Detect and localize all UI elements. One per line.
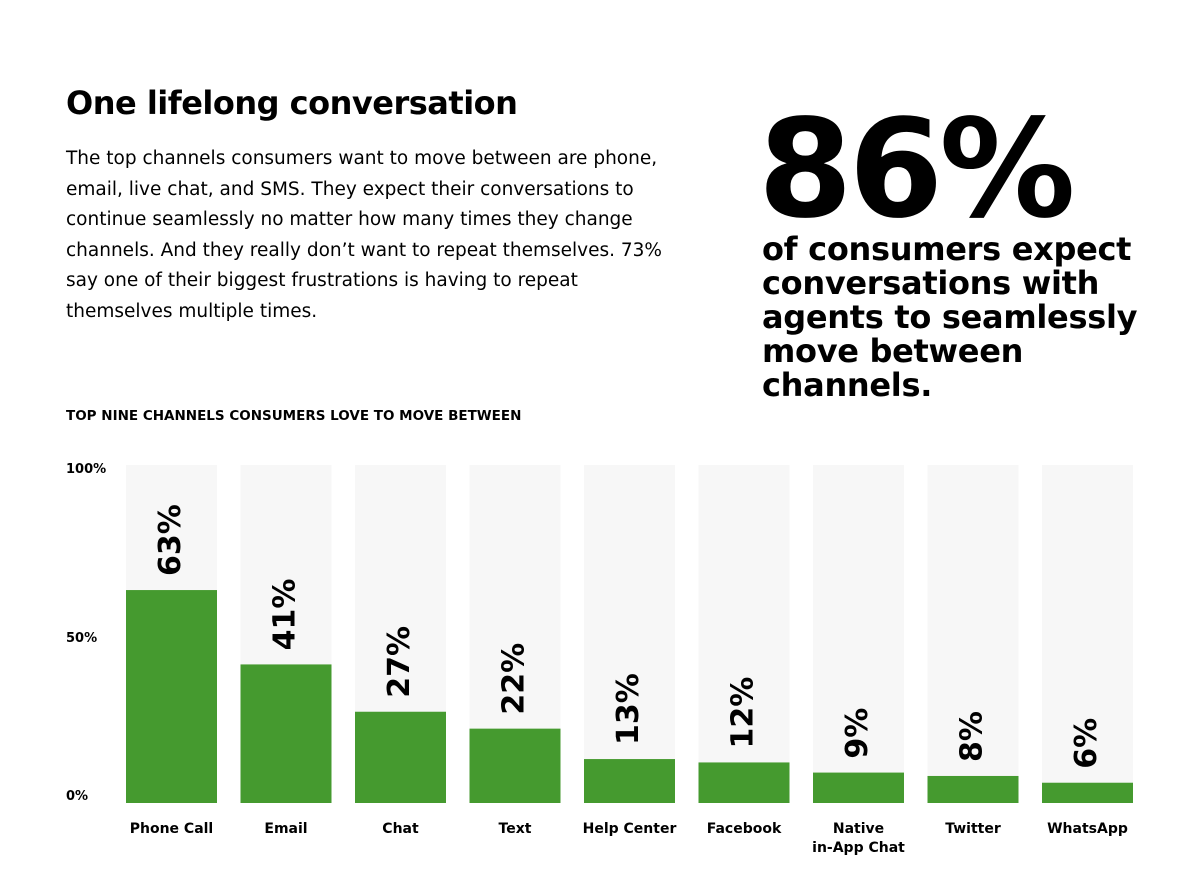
bar — [126, 590, 217, 803]
x-tick-label: Email — [264, 821, 308, 837]
value-label: 27% — [382, 626, 417, 698]
x-tick-label: Native in-App Chat — [812, 821, 905, 856]
bar — [469, 728, 561, 803]
bar — [1042, 782, 1133, 803]
bar — [927, 775, 1019, 803]
y-tick-label: 0% — [66, 789, 88, 804]
x-tick-label: Text — [498, 821, 532, 837]
bar — [584, 759, 675, 803]
bar-track — [584, 465, 675, 803]
value-label: 9% — [840, 708, 875, 759]
chart-title: TOP NINE CHANNELS CONSUMERS LOVE TO MOVE… — [66, 408, 522, 424]
bar-track — [1042, 465, 1133, 803]
bar-track — [813, 465, 904, 803]
headline: One lifelong conversation — [66, 84, 518, 122]
x-tick-label: Facebook — [706, 821, 782, 837]
x-tick-label: Phone Call — [129, 821, 214, 837]
bar-track — [927, 465, 1019, 803]
value-label: 13% — [611, 673, 646, 745]
value-label: 41% — [268, 579, 303, 651]
value-label: 8% — [955, 711, 990, 762]
big-stat: 86% — [758, 91, 1076, 249]
value-label: 63% — [153, 504, 188, 576]
x-tick-label: Help Center — [582, 821, 677, 837]
bar — [698, 762, 790, 803]
value-label: 12% — [726, 677, 761, 749]
y-tick-label: 50% — [66, 631, 97, 646]
x-tick-label: Twitter — [945, 821, 1001, 837]
y-tick-label: 100% — [66, 462, 106, 477]
bar-track — [698, 465, 790, 803]
bar — [813, 772, 904, 803]
value-label: 6% — [1069, 718, 1104, 769]
x-tick-label: WhatsApp — [1047, 821, 1128, 837]
bar — [355, 711, 446, 803]
value-label: 22% — [497, 643, 532, 715]
x-tick-label: Chat — [382, 821, 419, 837]
stat-caption: of consumers expect conversations with a… — [762, 230, 1138, 404]
bar — [240, 664, 332, 803]
body-text: The top channels consumers want to move … — [66, 148, 662, 322]
